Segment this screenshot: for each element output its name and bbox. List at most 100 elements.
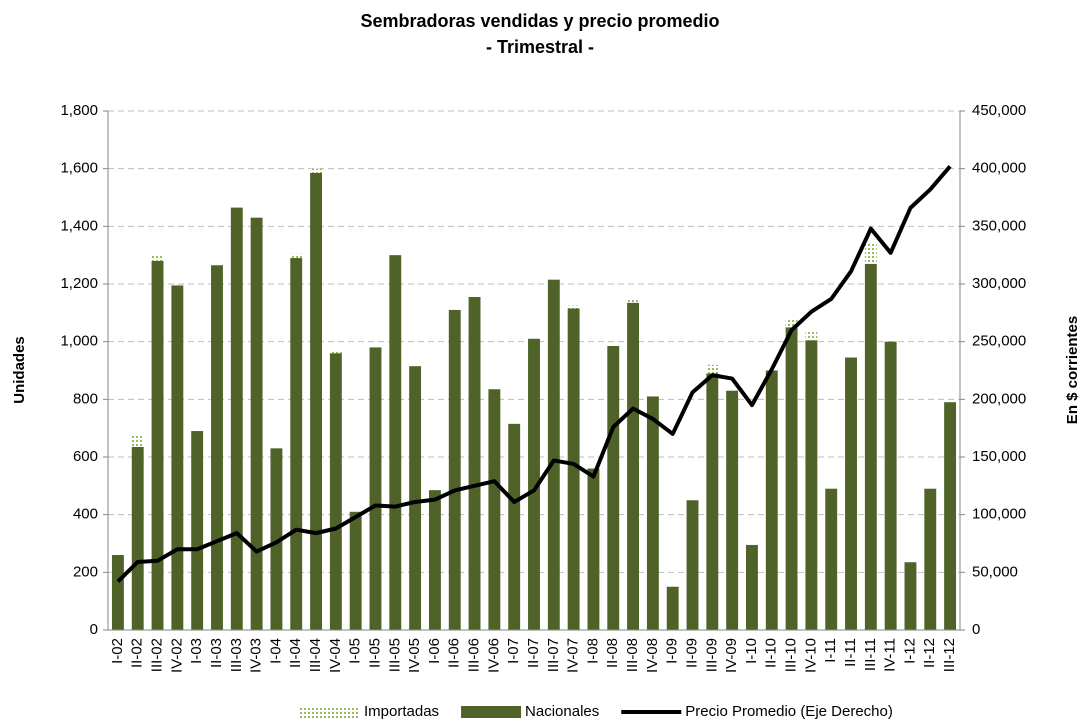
bar-nacionales [508,423,521,630]
bar-nacionales [884,341,897,630]
y2-tick-label: 50,000 [972,563,1018,580]
bar-nacionales [706,373,719,630]
bar-nacionales [666,586,679,630]
bar-nacionales [310,172,322,630]
x-tick-label: IV-11 [882,638,899,672]
y-tick-label: 1,200 [60,275,98,292]
bar-nacionales [211,265,223,630]
bar-nacionales [785,327,798,630]
bar-nacionales [944,402,957,630]
y-tick-label: 1,400 [60,217,98,234]
x-tick-label: II-02 [129,638,146,668]
chart-title: Sembradoras vendidas y precio promedio [360,11,719,31]
x-tick-label: II-04 [287,638,304,668]
bar-nacionales [726,390,739,630]
y2-tick-label: 300,000 [972,275,1026,292]
bar-importadas [567,305,580,309]
bar-nacionales [904,562,917,630]
y2-tick-label: 100,000 [972,506,1026,523]
x-tick-label: I-09 [664,638,681,664]
bar-nacionales [389,255,402,630]
bar-nacionales [607,345,620,630]
bar-nacionales [567,308,580,630]
price-line [116,165,952,583]
x-tick-label: III-05 [386,638,403,672]
bar-importadas [785,320,798,328]
bar-nacionales [111,555,124,630]
y2-axis-title: En $ corrientes [1064,316,1081,424]
bar-importadas [627,298,640,303]
y2-tick-label: 200,000 [972,390,1026,407]
x-tick-label: IV-10 [802,638,819,673]
bar-nacionales [230,207,243,630]
bar-nacionales [428,490,441,630]
bar-importadas [329,350,342,354]
bar-nacionales [329,353,342,630]
x-tick-label: IV-04 [327,638,344,673]
bar-nacionales [349,511,362,630]
x-tick-label: III-08 [624,638,641,672]
bar-nacionales [547,279,560,630]
x-tick-label: II-10 [763,638,780,668]
x-tick-label: III-06 [466,638,483,672]
x-tick-label: II-12 [921,638,938,668]
y-tick-label: 1,600 [60,160,98,177]
bar-nacionales [646,396,659,630]
y2-tick-label: 150,000 [972,448,1026,465]
bar-nacionales [627,302,640,630]
x-tick-label: II-08 [604,638,621,668]
bar-nacionales [290,258,303,630]
x-tick-label: I-02 [109,638,126,664]
bar-importadas [151,255,164,261]
bar-nacionales [369,347,382,630]
y2-tick-label: 250,000 [972,333,1026,350]
x-tick-label: IV-07 [565,638,582,673]
bar-nacionales [825,488,838,630]
bar-nacionales [845,357,857,630]
bar-nacionales [151,260,164,630]
x-tick-label: III-07 [545,638,562,672]
bar-importadas [290,253,303,259]
bar-nacionales [587,468,600,630]
x-tick-label: II-11 [842,638,859,667]
y2-tick-label: 0 [972,621,980,638]
x-tick-label: II-03 [208,638,225,668]
x-tick-label: III-09 [703,638,720,672]
bar-importadas [131,435,144,447]
bar-nacionales [765,370,778,630]
bar-nacionales [864,263,877,630]
bar-nacionales [409,366,422,630]
y-tick-label: 600 [73,448,98,465]
x-tick-label: III-11 [862,638,879,671]
x-tick-label: III-04 [307,638,324,672]
x-tick-label: I-10 [743,638,760,664]
x-tick-label: II-09 [683,638,700,668]
x-tick-label: III-12 [941,638,958,672]
bar-nacionales [270,448,283,630]
x-tick-label: I-12 [901,638,918,664]
x-tick-label: IV-06 [485,638,502,673]
x-tick-label: III-10 [783,638,800,672]
x-tick-label: I-05 [347,638,364,664]
y-tick-label: 1,800 [60,102,98,119]
bar-importadas [805,331,818,341]
x-tick-label: IV-09 [723,638,740,673]
x-tick-label: I-06 [426,638,443,664]
x-tick-label: II-05 [366,638,383,668]
bar-nacionales [448,309,461,630]
x-tick-label: I-03 [188,638,205,664]
x-tick-label: III-02 [149,638,166,672]
y-tick-label: 1,000 [60,333,98,350]
x-tick-label: IV-08 [644,638,661,673]
bar-nacionales [250,217,263,630]
bar-nacionales [171,285,184,630]
y2-tick-label: 450,000 [972,102,1026,119]
x-tick-label: II-07 [525,638,542,668]
chart-subtitle: - Trimestral - [486,37,594,57]
legend-swatch [461,706,522,718]
legend-label: Importadas [364,703,439,720]
bar-nacionales [488,389,501,630]
bar-nacionales [686,500,699,630]
y2-tick-label: 350,000 [972,217,1026,234]
